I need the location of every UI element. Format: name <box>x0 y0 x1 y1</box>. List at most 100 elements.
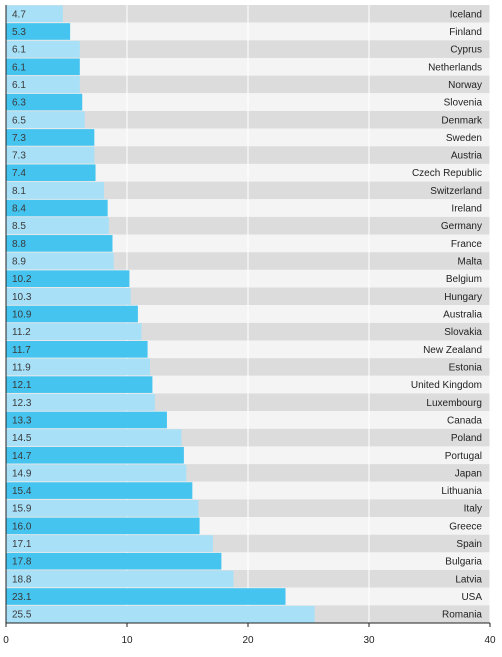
value-label: 12.3 <box>12 398 32 409</box>
category-label: Norway <box>448 80 482 91</box>
bar-ireland <box>6 199 108 217</box>
value-label: 18.8 <box>12 574 32 585</box>
value-label: 10.9 <box>12 310 32 321</box>
value-label: 7.4 <box>12 168 26 179</box>
value-label: 7.3 <box>12 133 26 144</box>
category-label: Netherlands <box>428 62 482 73</box>
bar-new-zealand <box>6 340 148 358</box>
value-label: 4.7 <box>12 9 26 20</box>
value-label: 12.1 <box>12 380 32 391</box>
bars <box>6 5 315 623</box>
bar-portugal <box>6 446 184 464</box>
category-label: Czech Republic <box>412 168 482 179</box>
category-label: Sweden <box>446 133 482 144</box>
value-label: 11.9 <box>12 362 31 373</box>
bar-hungary <box>6 288 131 305</box>
bar-denmark <box>6 111 85 129</box>
value-label: 8.4 <box>12 204 26 215</box>
category-labels: Iceland Finland Cyprus Netherlands Norway Slo… <box>411 9 483 620</box>
category-label: Greece <box>449 521 482 532</box>
category-label: Austria <box>451 151 483 162</box>
value-label: 5.3 <box>12 27 26 38</box>
value-label: 10.2 <box>12 274 32 285</box>
category-label: Iceland <box>450 9 482 20</box>
category-label: Australia <box>443 310 482 321</box>
bar-belgium <box>6 270 130 288</box>
bar-slovenia <box>6 93 83 111</box>
bar-iceland <box>6 5 63 23</box>
bar-usa <box>6 588 286 605</box>
value-label: 8.9 <box>12 257 26 268</box>
value-label: 16.0 <box>12 521 32 532</box>
category-label: Slovakia <box>444 327 482 338</box>
category-label: Japan <box>455 468 482 479</box>
x-tick-label: 30 <box>363 635 375 646</box>
value-label: 8.8 <box>12 239 26 250</box>
bar-austria <box>6 146 95 164</box>
bar-cyprus <box>6 40 80 58</box>
value-label: 14.5 <box>12 433 32 444</box>
category-label: Malta <box>458 257 483 268</box>
category-label: Spain <box>456 539 482 550</box>
value-label: 11.7 <box>12 345 31 356</box>
bar-estonia <box>6 358 150 376</box>
value-labels: 4.7 5.3 6.1 6.1 6.1 6.3 6.5 7.3 7.3 7.4 8.1 8.4 8.5 8… <box>12 9 32 620</box>
x-tick-label: 10 <box>121 635 133 646</box>
category-label: Poland <box>451 433 482 444</box>
bar-luxembourg <box>6 393 155 411</box>
category-label: Latvia <box>455 574 482 585</box>
bar-canada <box>6 411 167 429</box>
value-label: 14.9 <box>12 468 32 479</box>
bar-japan <box>6 464 187 482</box>
category-label: France <box>451 239 483 250</box>
bar-romania <box>6 605 315 623</box>
category-label: Lithuania <box>441 486 482 497</box>
value-label: 15.9 <box>12 504 32 515</box>
category-label: Cyprus <box>450 45 482 56</box>
category-label: Switzerland <box>430 186 482 197</box>
x-tick-label: 20 <box>242 635 254 646</box>
value-label: 25.5 <box>12 610 32 621</box>
category-label: Italy <box>464 504 482 515</box>
value-label: 10.3 <box>12 292 32 303</box>
bar-latvia <box>6 570 234 588</box>
value-label: 7.3 <box>12 151 26 162</box>
category-label: Portugal <box>445 451 482 462</box>
category-label: New Zealand <box>423 345 482 356</box>
category-label: USA <box>461 592 482 603</box>
category-label: Germany <box>441 221 482 232</box>
value-label: 8.1 <box>12 186 26 197</box>
bar-sweden <box>6 129 95 146</box>
value-label: 13.3 <box>12 415 32 426</box>
value-label: 15.4 <box>12 486 32 497</box>
value-label: 14.7 <box>12 451 32 462</box>
value-label: 11.2 <box>12 327 31 338</box>
bar-czech-republic <box>6 164 96 182</box>
bar-australia <box>6 305 138 323</box>
value-label: 6.3 <box>12 98 26 109</box>
bar-poland <box>6 429 182 446</box>
bar-germany <box>6 217 109 235</box>
x-axis <box>5 5 491 627</box>
bar-netherlands <box>6 58 80 76</box>
value-label: 17.8 <box>12 557 32 568</box>
category-label: Luxembourg <box>426 398 482 409</box>
value-label: 6.1 <box>12 62 26 73</box>
category-label: Finland <box>449 27 482 38</box>
x-tick-label: 40 <box>484 635 496 646</box>
category-label: Denmark <box>441 115 483 126</box>
bar-malta <box>6 252 114 270</box>
value-label: 6.5 <box>12 115 26 126</box>
category-label: Estonia <box>449 362 483 373</box>
x-tick-labels: 0 10 20 30 40 <box>3 635 496 646</box>
category-label: Ireland <box>451 204 482 215</box>
bar-italy <box>6 499 199 517</box>
bar-spain <box>6 535 213 552</box>
category-label: Slovenia <box>444 98 483 109</box>
value-label: 6.1 <box>12 80 26 91</box>
category-label: Belgium <box>446 274 482 285</box>
category-label: United Kingdom <box>411 380 482 391</box>
value-label: 17.1 <box>12 539 32 550</box>
bar-united-kingdom <box>6 376 153 393</box>
value-label: 6.1 <box>12 45 26 56</box>
